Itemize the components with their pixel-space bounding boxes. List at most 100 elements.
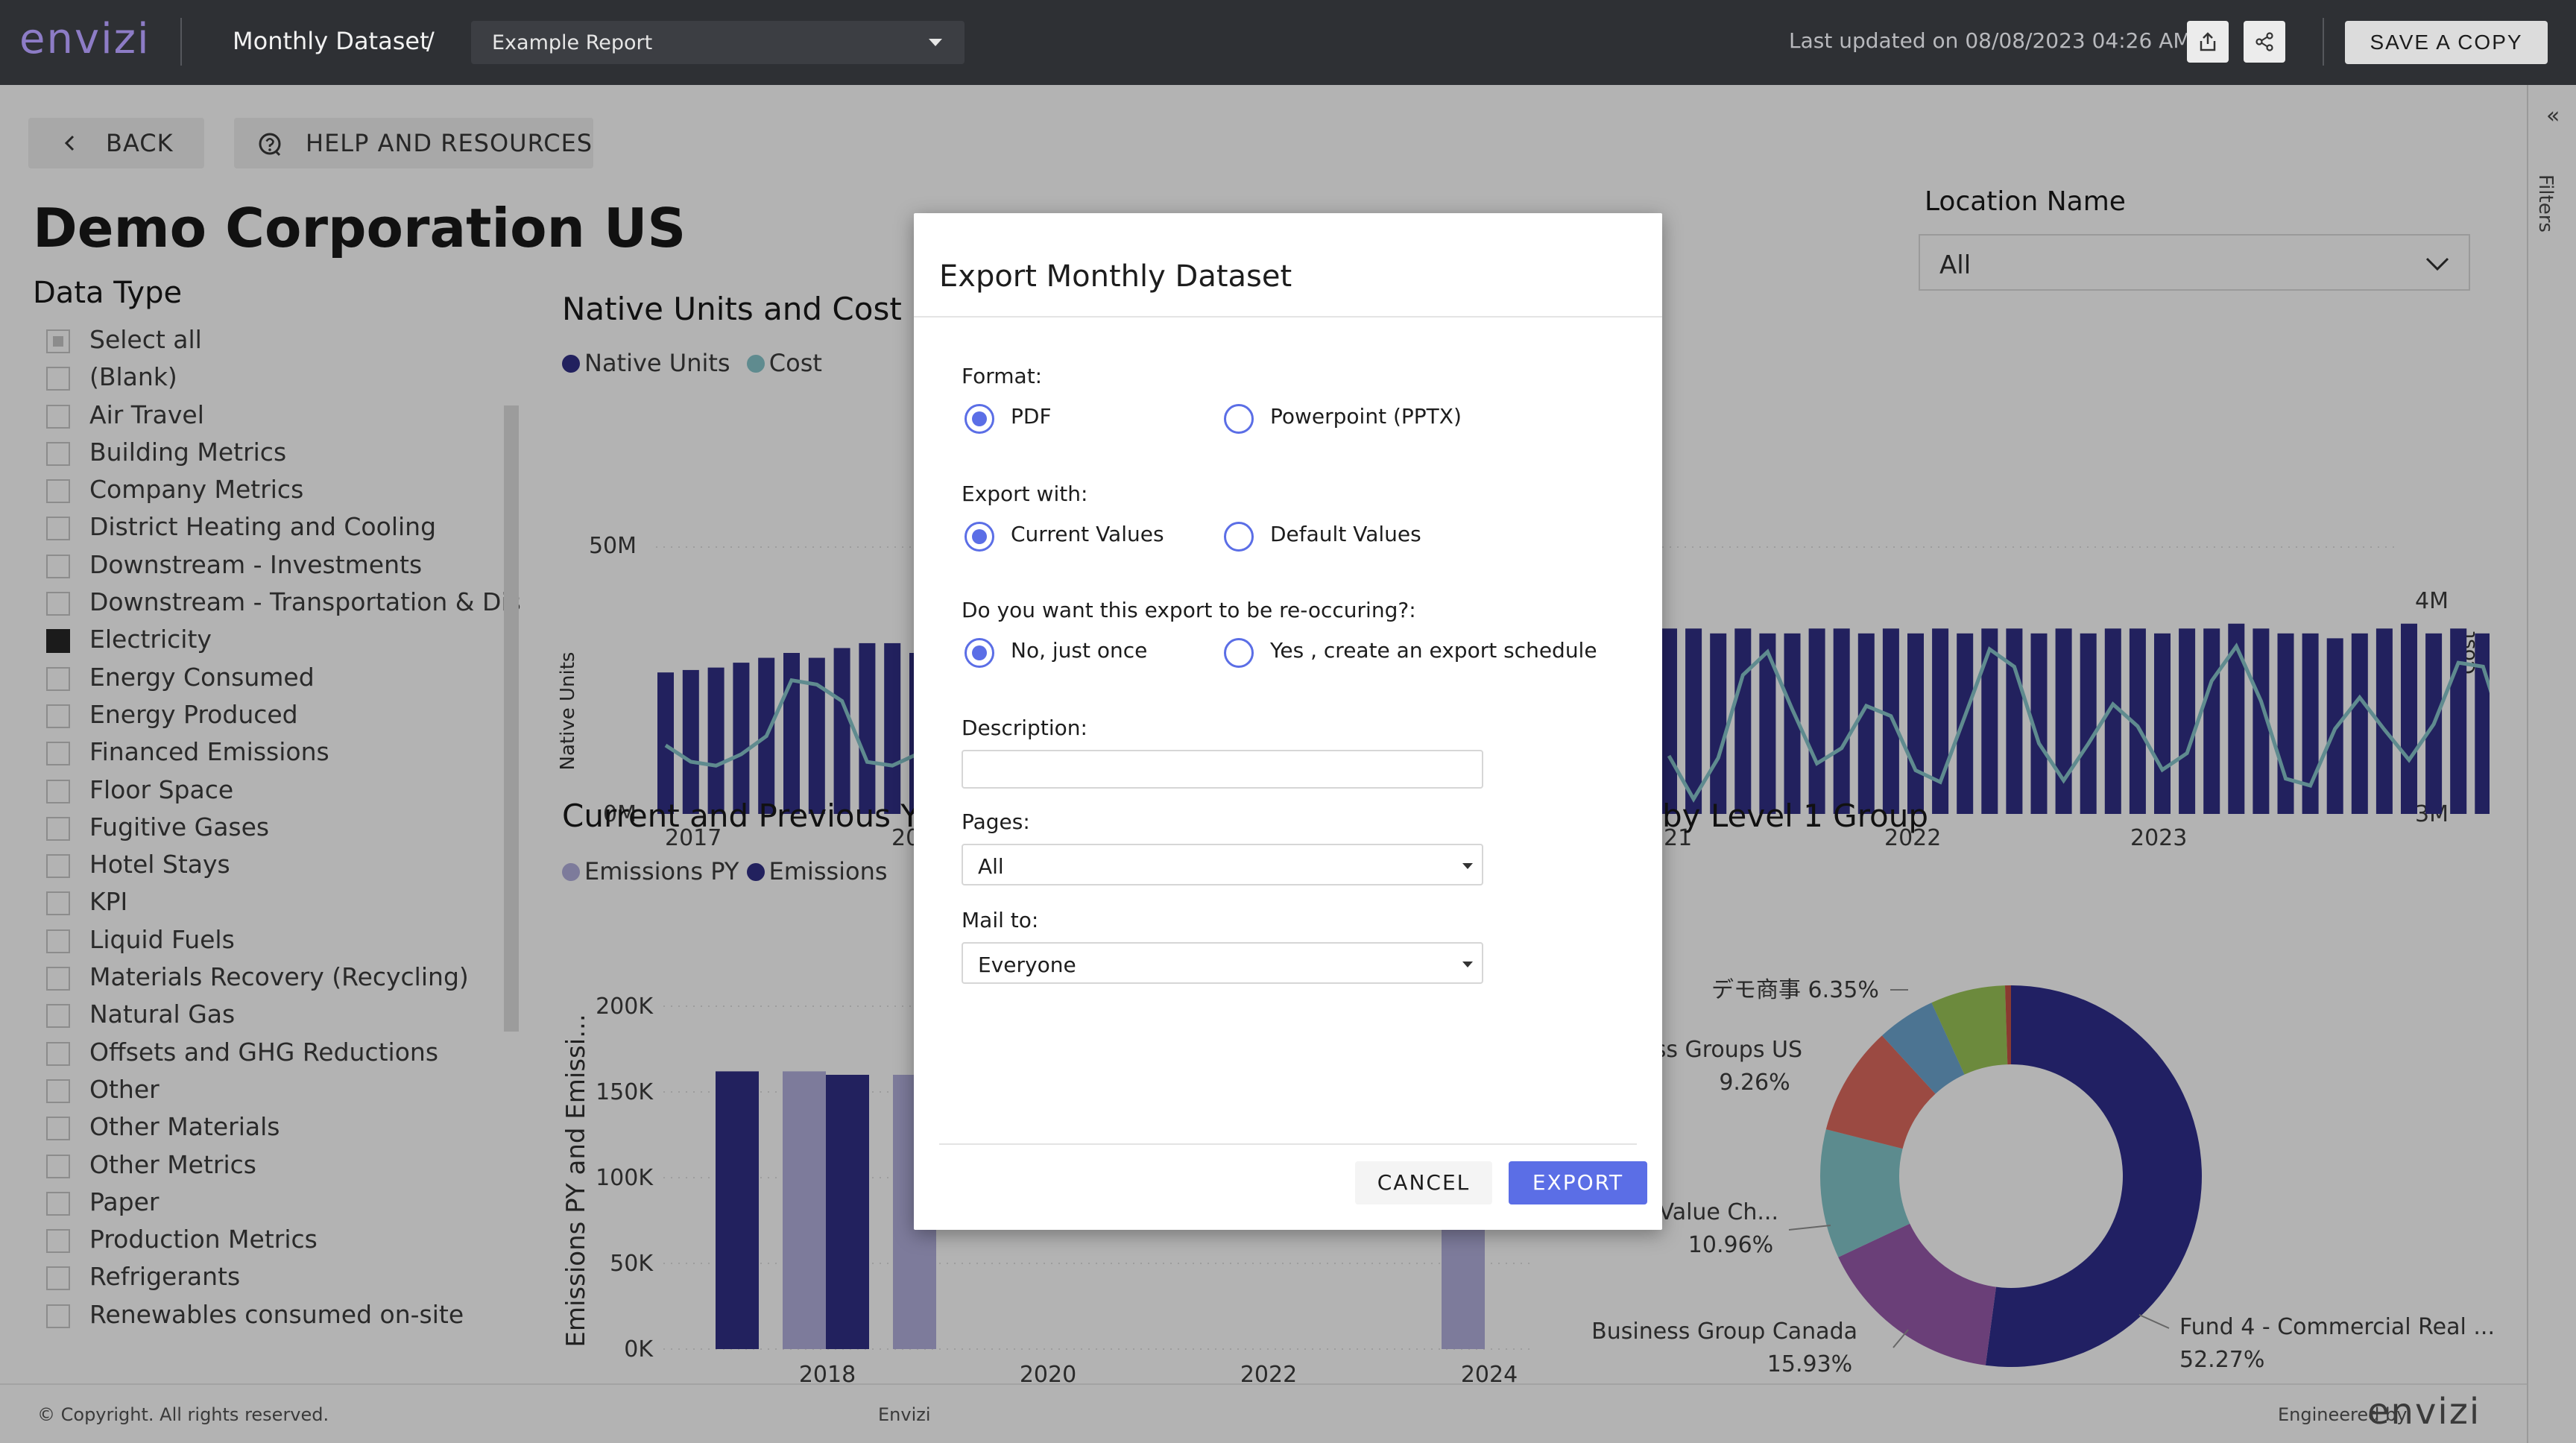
format-pptx-label[interactable]: Powerpoint (PPTX) [1270, 404, 1462, 429]
data-type-item[interactable]: Refrigerants [46, 1259, 523, 1296]
data-type-label: (Blank) [89, 362, 177, 392]
help-and-resources-button[interactable]: HELP AND RESOURCES [234, 118, 593, 168]
checkbox[interactable] [46, 929, 70, 953]
legend-item-native-units[interactable]: Native Units [562, 349, 730, 377]
donut-label: Business Group Canada [1591, 1319, 1857, 1345]
native-units-bar [1685, 628, 1702, 814]
checkbox[interactable] [46, 1154, 70, 1178]
export-schedule-radio[interactable] [1224, 638, 1254, 668]
checkbox[interactable] [46, 1229, 70, 1254]
tick-label: 2023 [2130, 825, 2187, 851]
checkbox[interactable] [46, 967, 70, 991]
data-type-item[interactable]: Other Materials [46, 1109, 523, 1146]
checkbox[interactable] [46, 854, 70, 879]
checkbox[interactable] [46, 704, 70, 728]
checkbox[interactable] [46, 666, 70, 691]
checkbox[interactable] [46, 1266, 70, 1291]
report-select[interactable]: Example Report [471, 21, 965, 64]
format-pdf-label[interactable]: PDF [1011, 404, 1052, 429]
dataset-title[interactable]: Monthly Dataset [233, 27, 429, 55]
legend-item-emissions-py[interactable]: Emissions PY [562, 857, 739, 885]
export-schedule-label[interactable]: Yes , create an export schedule [1270, 638, 1597, 663]
format-pptx-radio[interactable] [1224, 404, 1254, 434]
level1-donut-chart: デモ商事 6.35% ess Groups US 9.26% Value Ch... 1… [1591, 977, 2495, 1377]
checkbox[interactable] [46, 816, 70, 841]
data-type-item[interactable]: Fugitive Gases [46, 809, 523, 847]
save-a-copy-button[interactable]: SAVE A COPY [2345, 21, 2548, 64]
data-type-item[interactable]: Production Metrics [46, 1222, 523, 1259]
data-type-item[interactable]: Downstream - Transportation & Dis... [46, 584, 523, 622]
checkbox[interactable] [46, 1004, 70, 1029]
tick-label: 150K [596, 1079, 654, 1105]
just-once-radio[interactable] [965, 638, 994, 668]
data-type-scrollbar[interactable] [504, 405, 519, 1032]
checkbox[interactable] [46, 441, 70, 466]
checkbox[interactable] [46, 1304, 70, 1328]
data-type-item[interactable]: Downstream - Investments [46, 547, 523, 584]
data-type-item[interactable]: Select all [46, 322, 523, 359]
description-input[interactable] [962, 750, 1483, 789]
data-type-item[interactable]: Air Travel [46, 397, 523, 435]
data-type-item[interactable]: Hotel Stays [46, 847, 523, 884]
checkbox[interactable] [46, 517, 70, 541]
export-button[interactable] [2187, 21, 2229, 63]
checkbox[interactable] [46, 1041, 70, 1066]
data-type-item[interactable]: Materials Recovery (Recycling) [46, 959, 523, 997]
data-type-item[interactable]: Liquid Fuels [46, 922, 523, 959]
data-type-item[interactable]: Other [46, 1072, 523, 1109]
checkbox[interactable] [46, 629, 70, 654]
data-type-item[interactable]: Renewables consumed on-site [46, 1297, 523, 1334]
checkbox[interactable] [46, 1117, 70, 1141]
checkbox[interactable] [46, 1079, 70, 1103]
pages-select[interactable]: All [962, 844, 1483, 885]
current-values-radio[interactable] [965, 522, 994, 552]
filters-pane[interactable]: « Filters [2527, 85, 2576, 1443]
envizi-logo[interactable]: envizi [19, 15, 151, 63]
export-button[interactable]: EXPORT [1509, 1161, 1647, 1204]
format-pdf-radio[interactable] [965, 404, 994, 434]
mail-to-select[interactable]: Everyone [962, 942, 1483, 984]
cancel-button[interactable]: CANCEL [1355, 1161, 1492, 1204]
location-name-select[interactable]: All [1919, 234, 2470, 291]
data-type-item[interactable]: Energy Produced [46, 697, 523, 734]
checkbox[interactable] [46, 367, 70, 391]
default-values-radio[interactable] [1224, 522, 1254, 552]
data-type-item[interactable]: Floor Space [46, 772, 523, 809]
data-type-item[interactable]: KPI [46, 884, 523, 921]
checkbox[interactable] [46, 891, 70, 916]
emissions-bar [826, 1075, 869, 1349]
data-type-item[interactable]: Electricity [46, 622, 523, 659]
just-once-label[interactable]: No, just once [1011, 638, 1148, 663]
checkbox[interactable] [46, 554, 70, 578]
caret-down-icon [1462, 962, 1473, 967]
default-values-label[interactable]: Default Values [1270, 522, 1421, 546]
checkbox[interactable] [46, 329, 70, 353]
checkbox[interactable] [46, 1191, 70, 1216]
checkbox[interactable] [46, 779, 70, 803]
checkbox[interactable] [46, 404, 70, 429]
filters-label[interactable]: Filters [2534, 174, 2557, 233]
caret-down-icon [1462, 863, 1473, 869]
checkbox[interactable] [46, 479, 70, 504]
data-type-item[interactable]: Financed Emissions [46, 734, 523, 771]
share-button[interactable] [2244, 21, 2285, 63]
data-type-item[interactable]: (Blank) [46, 359, 523, 397]
pages-select-value: All [978, 854, 1004, 879]
data-type-label: Renewables consumed on-site [89, 1299, 464, 1329]
data-type-item[interactable]: Company Metrics [46, 472, 523, 509]
legend-item-emissions[interactable]: Emissions [746, 857, 888, 885]
data-type-item[interactable]: Offsets and GHG Reductions [46, 1035, 523, 1072]
checkbox[interactable] [46, 592, 70, 616]
current-values-label[interactable]: Current Values [1011, 522, 1164, 546]
native-units-bar [2179, 628, 2196, 814]
data-type-item[interactable]: District Heating and Cooling [46, 509, 523, 546]
data-type-item[interactable]: Other Metrics [46, 1147, 523, 1184]
legend-item-cost[interactable]: Cost [746, 349, 822, 377]
data-type-item[interactable]: Energy Consumed [46, 660, 523, 697]
checkbox[interactable] [46, 742, 70, 766]
collapse-icon[interactable]: « [2546, 103, 2560, 129]
back-button[interactable]: BACK [28, 118, 204, 168]
data-type-item[interactable]: Natural Gas [46, 997, 523, 1034]
data-type-item[interactable]: Paper [46, 1184, 523, 1222]
data-type-item[interactable]: Building Metrics [46, 435, 523, 472]
